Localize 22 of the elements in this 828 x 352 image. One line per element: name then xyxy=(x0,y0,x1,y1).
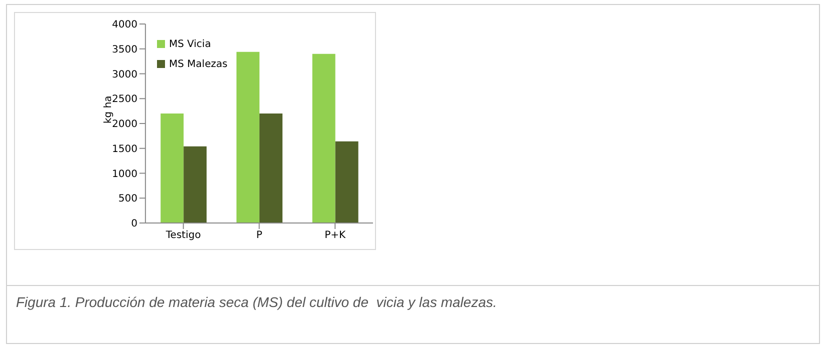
x-tick-label: P+K xyxy=(324,230,346,242)
bar xyxy=(259,114,282,223)
bar xyxy=(236,52,260,223)
y-tick-label: 2000 xyxy=(112,119,138,130)
legend-label: MS Vicia xyxy=(169,39,211,50)
y-tick-label: 3000 xyxy=(112,69,138,80)
bar xyxy=(335,141,358,223)
y-tick-label: 0 xyxy=(131,218,138,230)
y-tick-label: 1500 xyxy=(112,144,138,155)
y-tick-label: 500 xyxy=(118,194,138,205)
text: Figura 1. Producción de materia seca (MS) del cultivo de vicia y las malezas. xyxy=(16,294,497,310)
y-tick-label: 4000 xyxy=(112,20,138,31)
y-tick-label: 3500 xyxy=(112,44,138,56)
bar xyxy=(312,54,336,223)
y-axis-title: kg ha xyxy=(102,96,114,124)
x-tick-label: Testigo xyxy=(164,230,201,242)
bar xyxy=(160,114,184,223)
bar xyxy=(184,146,207,223)
x-tick-label: P xyxy=(256,230,262,242)
y-tick-label: 2500 xyxy=(112,94,138,106)
y-tick-label: 1000 xyxy=(112,168,138,180)
legend-label: MS Malezas xyxy=(169,59,228,70)
